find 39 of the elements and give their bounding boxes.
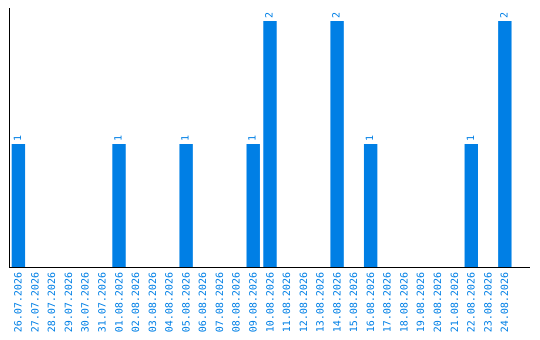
data-label: 1 <box>114 134 125 141</box>
x-tick-label: 18.08.2026 <box>399 272 410 332</box>
x-tick-label: 14.08.2026 <box>332 272 344 332</box>
x-tick-label: 17.08.2026 <box>382 272 394 332</box>
x-tick-label: 11.08.2026 <box>282 272 294 332</box>
x-tick-label: 31.07.2026 <box>98 272 109 332</box>
x-tick-label: 08.08.2026 <box>232 272 243 332</box>
x-tick-label: 20.08.2026 <box>432 272 444 332</box>
x-tick-label: 28.07.2026 <box>47 272 58 332</box>
x-tick-label: 01.08.2026 <box>114 272 126 332</box>
x-tick-label: 03.08.2026 <box>148 272 159 332</box>
x-tick-label: 06.08.2026 <box>198 272 210 332</box>
x-tick-label: 12.08.2026 <box>298 272 310 332</box>
data-label: 1 <box>12 134 24 141</box>
x-tick-label: 29.07.2026 <box>64 272 75 332</box>
x-tick-label: 22.08.2026 <box>466 272 478 332</box>
data-label: 2 <box>499 12 510 18</box>
x-tick-label: 16.08.2026 <box>366 272 377 332</box>
data-label: 1 <box>180 134 192 141</box>
x-tick-label: 15.08.2026 <box>349 272 360 332</box>
x-tick-label: 26.07.2026 <box>14 272 25 332</box>
x-tick-label: 02.08.2026 <box>131 272 142 332</box>
data-label: 1 <box>248 134 259 141</box>
data-label: 2 <box>264 12 276 18</box>
x-tick-label: 05.08.2026 <box>181 272 192 332</box>
x-tick-label: 30.07.2026 <box>80 272 92 332</box>
x-tick-label: 09.08.2026 <box>248 272 260 332</box>
x-tick-label: 04.08.2026 <box>164 272 176 332</box>
x-tick-label: 13.08.2026 <box>316 272 327 332</box>
x-tick-label: 23.08.2026 <box>483 272 494 332</box>
x-tick-label: 07.08.2026 <box>214 272 226 332</box>
x-tick-label: 19.08.2026 <box>416 272 428 332</box>
x-tick-label: 27.07.2026 <box>30 272 42 332</box>
x-tick-label: 10.08.2026 <box>265 272 276 332</box>
data-label: 1 <box>365 134 376 141</box>
data-label: 2 <box>332 12 343 18</box>
x-tick-label: 21.08.2026 <box>450 272 461 332</box>
x-tick-label: 24.08.2026 <box>500 272 512 332</box>
data-label: 1 <box>466 134 477 141</box>
